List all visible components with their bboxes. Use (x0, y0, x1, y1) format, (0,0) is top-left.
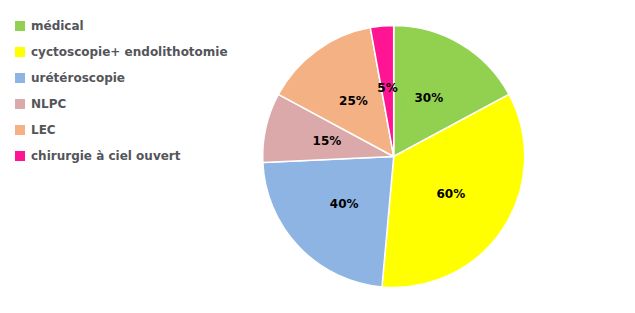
svg-text:LEC: LEC (31, 123, 56, 137)
svg-text:40%: 40% (330, 197, 359, 211)
svg-text:5%: 5% (377, 81, 397, 95)
svg-text:NLPC: NLPC (31, 97, 66, 111)
svg-text:60%: 60% (437, 187, 466, 201)
svg-text:urétéroscopie: urétéroscopie (31, 71, 125, 85)
svg-text:25%: 25% (339, 94, 368, 108)
svg-text:chirurgie à ciel ouvert: chirurgie à ciel ouvert (31, 149, 181, 163)
svg-text:30%: 30% (414, 91, 443, 105)
svg-text:cyctoscopie+ endolithotomie: cyctoscopie+ endolithotomie (31, 45, 228, 59)
svg-text:médical: médical (31, 19, 84, 33)
svg-text:15%: 15% (313, 134, 342, 148)
